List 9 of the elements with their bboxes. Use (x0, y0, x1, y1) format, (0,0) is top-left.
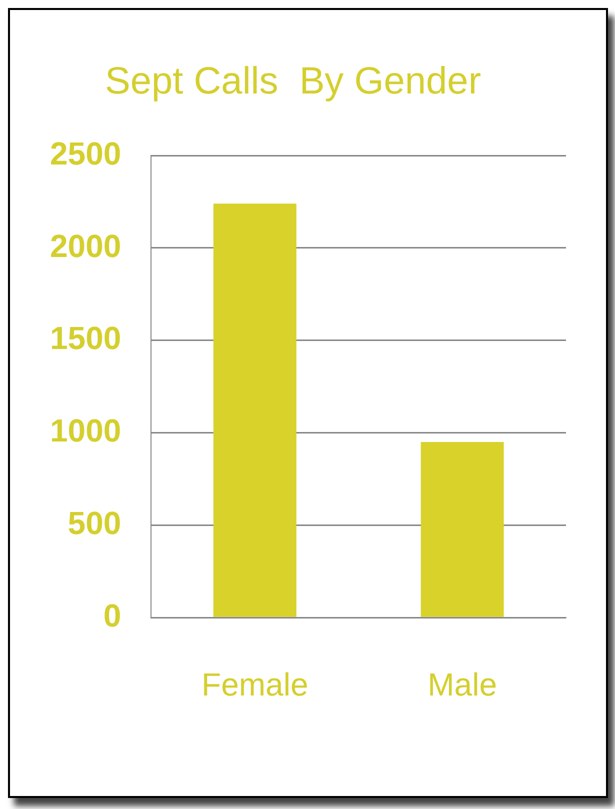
y-tick-label: 1000 (50, 412, 122, 449)
x-tick-label: Female (202, 666, 308, 703)
y-tick-label: 2000 (50, 228, 122, 264)
y-tick-label: 2500 (50, 135, 122, 172)
y-tick-label: 1500 (50, 320, 122, 356)
y-tick-label: 0 (103, 597, 122, 634)
y-tick-label: 500 (68, 505, 122, 542)
chart-title: Sept Calls By Gender (105, 60, 482, 102)
x-tick-label: Male (428, 666, 497, 703)
